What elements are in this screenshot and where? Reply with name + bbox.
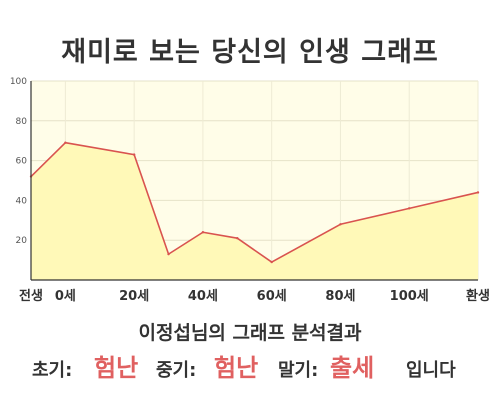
data-point [339, 223, 342, 226]
y-tick-label: 100 [10, 77, 27, 87]
data-point [408, 207, 411, 210]
x-tick-label: 40세 [188, 289, 218, 304]
x-tick-label: 전생 [19, 288, 43, 304]
data-point [236, 237, 239, 240]
x-tick-label: 80세 [325, 289, 355, 304]
data-point [201, 231, 205, 234]
series-line [30, 141, 479, 263]
x-tick-label: 환생 [466, 288, 490, 304]
data-point [476, 191, 480, 194]
data-point [64, 141, 67, 144]
data-point [167, 252, 170, 256]
series-area [31, 142, 478, 280]
late-value: 출세 [330, 354, 375, 382]
y-tick-label: 60 [16, 157, 28, 167]
y-tick-label: 20 [16, 236, 28, 246]
early-value: 험난 [94, 354, 139, 382]
y-tick-label: 40 [16, 196, 28, 206]
data-point [270, 260, 273, 264]
late-label: 말기: [278, 360, 319, 381]
mid-label: 중기: [156, 360, 197, 381]
data-point [132, 153, 136, 156]
x-tick-label: 20세 [119, 289, 149, 304]
early-label: 초기: [32, 360, 73, 381]
chart-title: 재미로 보는 당신의 인생 그래프 [61, 37, 439, 68]
x-tick-label: 0세 [55, 289, 76, 304]
analysis-result: 초기: 험난 중기: 험난 말기: 출세 입니다 [0, 346, 500, 382]
analysis-caption: 이정섭님의 그래프 분석결과 [138, 322, 362, 344]
x-tick-label: 60세 [257, 289, 287, 304]
result-suffix: 입니다 [406, 360, 456, 381]
mid-value: 험난 [214, 354, 259, 382]
x-tick-label: 100세 [390, 289, 429, 304]
y-tick-label: 80 [16, 117, 28, 127]
